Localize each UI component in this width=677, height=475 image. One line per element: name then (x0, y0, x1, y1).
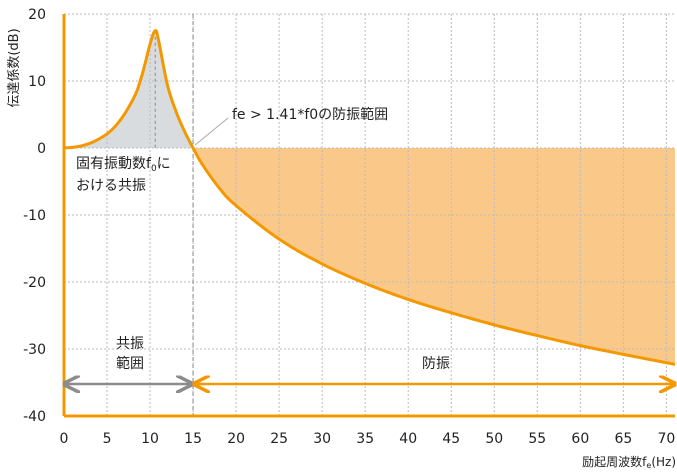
x-tick-label: 45 (442, 431, 460, 447)
y-tick-label: 0 (37, 141, 46, 157)
y-axis-label: 伝達係数(dB) (7, 28, 22, 107)
x-axis-label-sub: e (646, 461, 651, 470)
x-tick-label: 60 (571, 431, 589, 447)
resonance-annotation-b: に (157, 156, 171, 172)
y-tick-label: -10 (23, 208, 46, 224)
x-tick-label: 40 (399, 431, 417, 447)
x-tick-label: 15 (184, 431, 202, 447)
y-tick-label: -40 (23, 409, 46, 425)
x-tick-label: 20 (227, 431, 245, 447)
x-tick-label: 65 (614, 431, 632, 447)
resonance-annotation-line2: おける共振 (76, 178, 146, 194)
isolation-range-label: 防振 (422, 356, 450, 372)
resonance-annotation-sub: 0 (151, 164, 157, 174)
x-tick-label: 25 (270, 431, 288, 447)
x-tick-label: 50 (485, 431, 503, 447)
y-tick-label: -30 (23, 342, 46, 358)
resonance-annotation-a: 固有振動数f (76, 156, 152, 172)
x-tick-label: 30 (313, 431, 331, 447)
x-tick-label: 10 (141, 431, 159, 447)
transmissibility-curve (63, 29, 676, 366)
resonance-fill (64, 30, 194, 148)
x-axis-label: 励起周波数fe(Hz) (582, 454, 676, 470)
resonance-annotation-line1: 固有振動数f0に (76, 156, 171, 174)
x-tick-label: 55 (528, 431, 546, 447)
isolation-formula-annotation: fe > 1.41*f0の防振範囲 (232, 106, 388, 123)
x-tick-label: 35 (356, 431, 374, 447)
resonance-range-label-line1: 共振 (116, 336, 144, 352)
isolation-fill (193, 148, 675, 365)
resonance-range-label-line2: 範囲 (116, 355, 144, 372)
y-tick-label: 20 (28, 7, 46, 23)
formula-pointer-line (194, 117, 229, 146)
x-tick-label: 0 (60, 431, 69, 447)
x-axis-label-unit: (Hz) (651, 455, 676, 469)
x-tick-label: 5 (103, 431, 112, 447)
x-tick-label: 70 (657, 431, 675, 447)
x-axis-label-main: 励起周波数f (582, 454, 647, 469)
y-tick-label: -20 (23, 275, 46, 291)
y-tick-label: 10 (28, 74, 46, 90)
